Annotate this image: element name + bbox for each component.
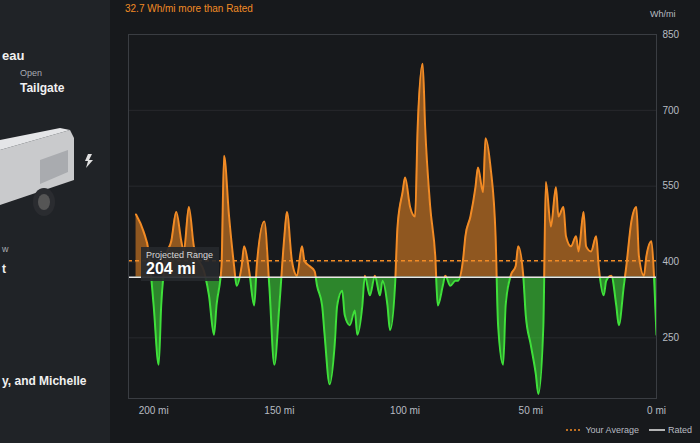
html-text:Your Average: Your Average	[585, 425, 639, 435]
html-text:Tailgate: Tailgate	[20, 81, 65, 95]
html-text:Wh/mi: Wh/mi	[650, 9, 676, 19]
html-text:Rated: Rated	[668, 425, 692, 435]
svg-text:0 mi: 0 mi	[647, 405, 666, 416]
svg-text:100 mi: 100 mi	[390, 405, 420, 416]
svg-text:850: 850	[663, 29, 680, 40]
html-text:32.7 Wh/mi more than Rated: 32.7 Wh/mi more than Rated	[125, 3, 253, 14]
html-text:w: w	[2, 244, 9, 254]
svg-text:50 mi: 50 mi	[519, 405, 543, 416]
svg-text:150 mi: 150 mi	[264, 405, 294, 416]
html-text:Open: Open	[20, 68, 42, 78]
html-text:204 mi: 204 mi	[146, 260, 196, 277]
svg-text:400: 400	[663, 256, 680, 267]
svg-text:200 mi: 200 mi	[139, 405, 169, 416]
html-text:t: t	[2, 262, 6, 276]
html-text:eau: eau	[2, 48, 25, 63]
html-text:y, and Michelle: y, and Michelle	[2, 374, 87, 388]
svg-text:250: 250	[663, 332, 680, 343]
svg-text:550: 550	[663, 180, 680, 191]
html-text:Projected Range: Projected Range	[146, 250, 213, 260]
svg-text:700: 700	[663, 105, 680, 116]
